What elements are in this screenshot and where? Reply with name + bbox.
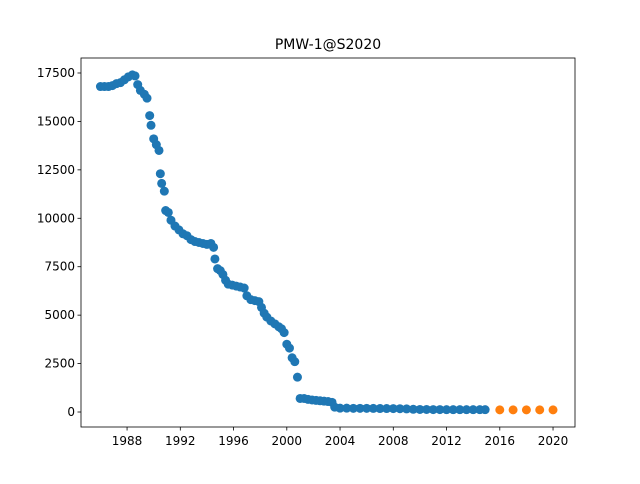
point [130,71,140,81]
point [428,405,438,415]
point [342,403,352,413]
point [290,357,300,367]
point [348,403,358,413]
x-tick-label: 1996 [218,434,249,448]
point [209,242,219,252]
y-tick-label: 0 [67,405,75,419]
point [279,328,289,338]
point [508,405,518,415]
point [495,405,505,415]
point [435,405,445,415]
point [448,405,458,415]
point [155,169,165,179]
x-tick-label: 2012 [431,434,462,448]
point [521,405,531,415]
point [402,404,412,414]
point [292,372,302,382]
point [415,404,425,414]
x-tick-label: 2004 [325,434,356,448]
point [422,404,432,414]
point [395,404,405,414]
point [142,93,152,103]
point [284,343,294,353]
point [388,404,398,414]
point [335,403,345,413]
point [145,111,155,121]
point [368,403,378,413]
point [548,405,558,415]
x-tick-label: 2020 [538,434,569,448]
point [146,120,156,130]
point [535,405,545,415]
point [468,405,478,415]
point [355,403,365,413]
point [210,254,220,264]
y-tick-label: 10000 [37,211,75,225]
point [163,207,173,217]
point [154,145,164,155]
y-tick-label: 12500 [37,163,75,177]
point [239,283,249,293]
plot-frame [80,57,576,428]
y-tick-label: 5000 [44,308,75,322]
point [408,404,418,414]
y-tick-label: 15000 [37,114,75,128]
point [462,405,472,415]
x-tick-label: 1988 [112,434,143,448]
point [157,178,167,188]
x-tick-label: 2008 [378,434,409,448]
point [480,405,490,415]
point [382,404,392,414]
point [375,404,385,414]
y-tick-label: 7500 [44,260,75,274]
point [442,405,452,415]
point [455,405,465,415]
y-tick-label: 2500 [44,357,75,371]
x-tick-label: 2000 [272,434,303,448]
x-tick-label: 1992 [165,434,196,448]
point [159,186,169,196]
y-tick-label: 17500 [37,66,75,80]
chart-title: PMW-1@S2020 [275,37,381,53]
x-tick-label: 2016 [485,434,516,448]
point [362,403,372,413]
